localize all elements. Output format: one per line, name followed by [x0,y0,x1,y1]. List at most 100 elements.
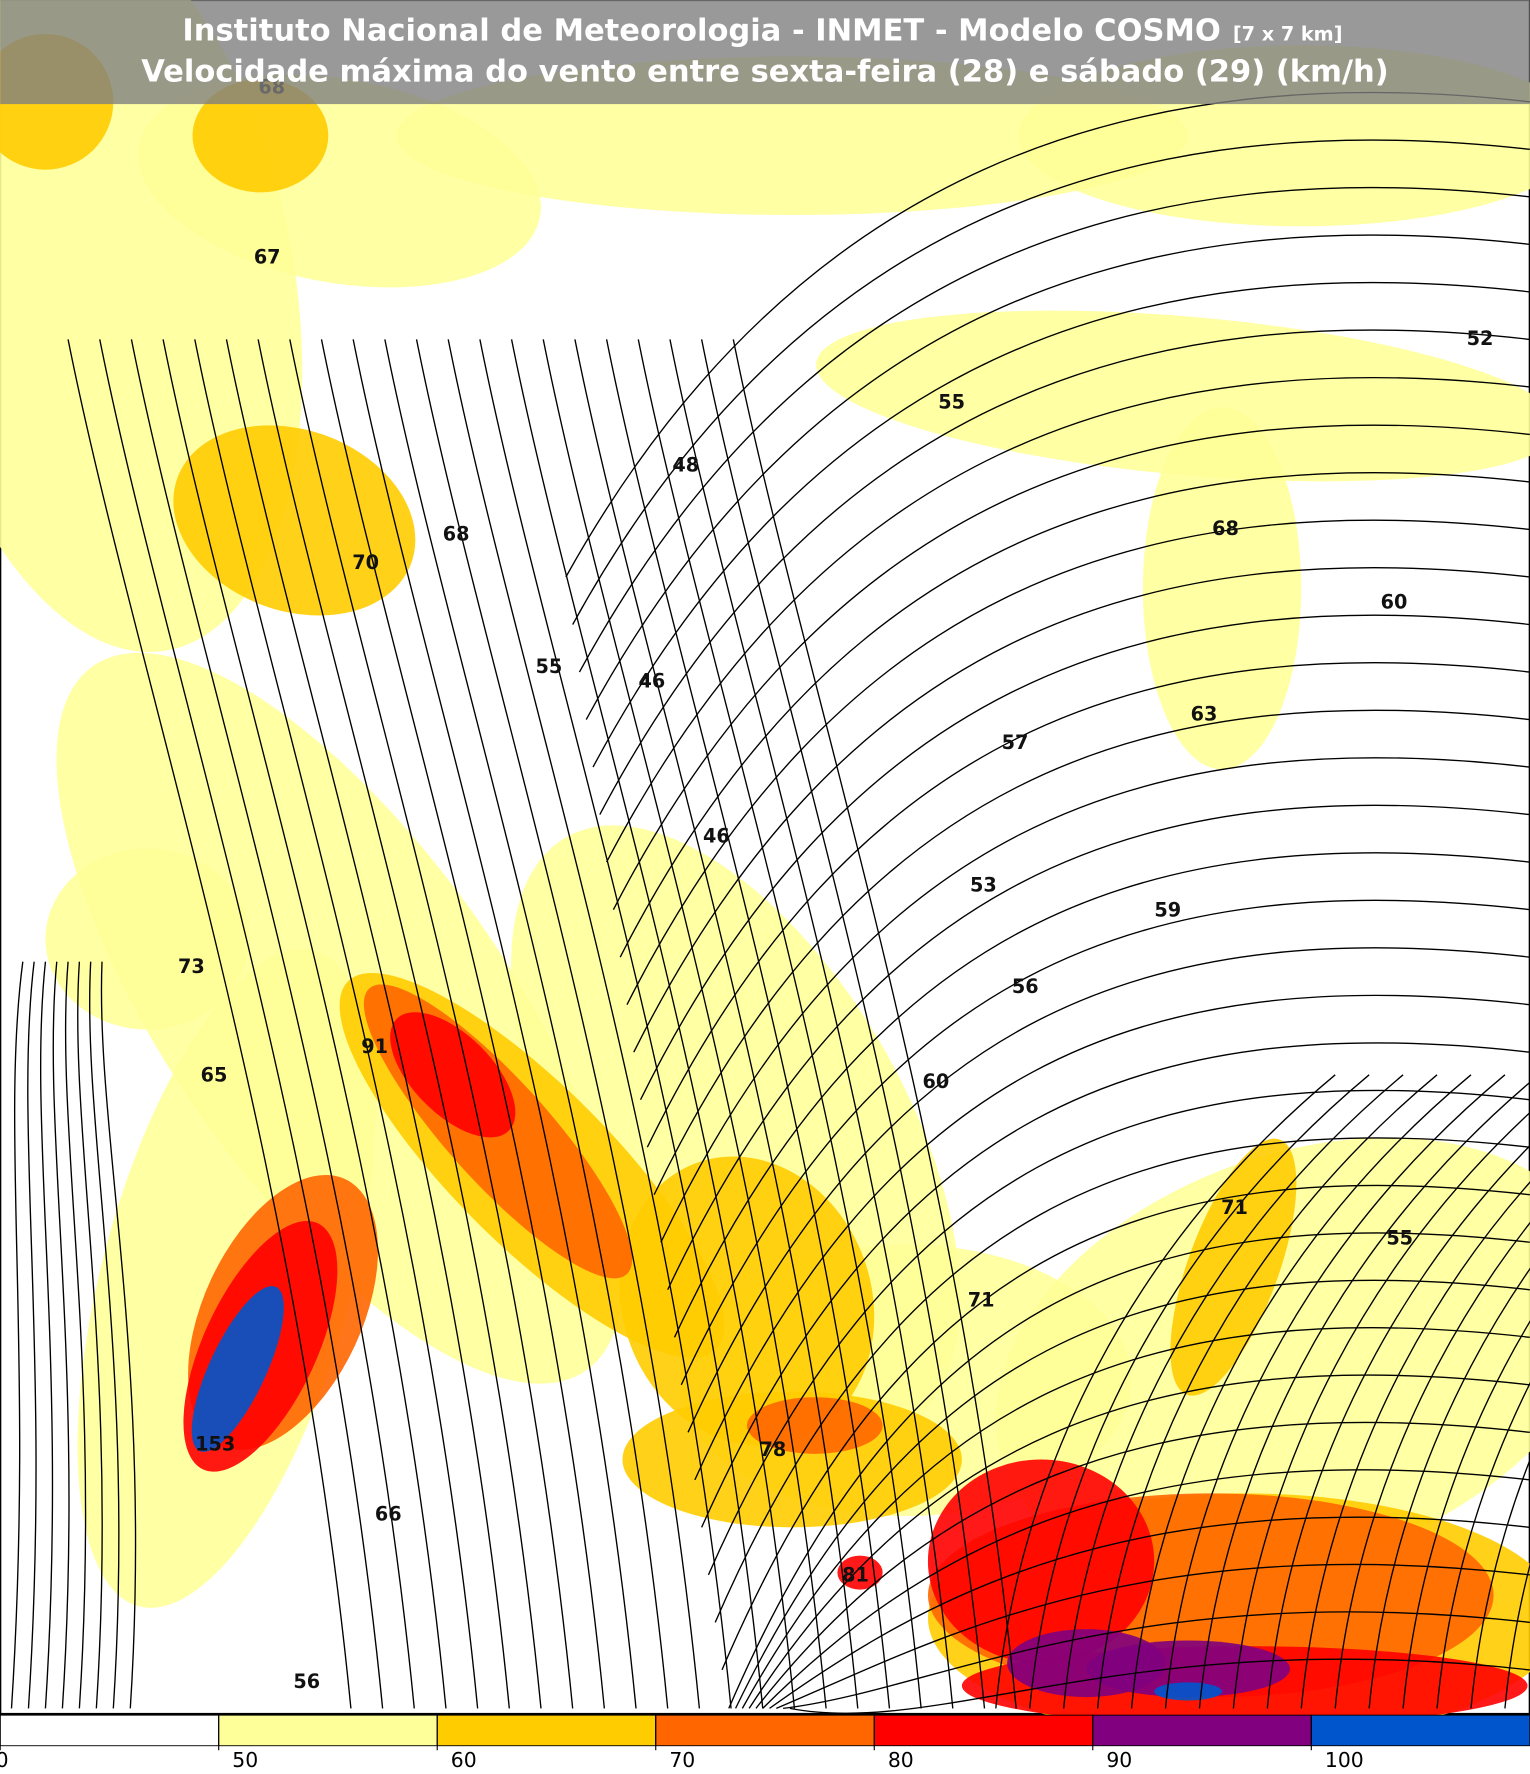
streamline [755,1421,1530,1709]
wind-area [191,1286,284,1452]
value-label: 67 [254,245,281,268]
colorbar-segment [655,1714,875,1747]
streamline [619,471,1530,958]
colorbar-tick-label: 80 [888,1748,914,1772]
colorbar-tick-label: 90 [1106,1748,1132,1772]
value-label: 60 [922,1070,949,1093]
streamline [687,947,1530,1433]
streamline [721,1184,1530,1671]
streamline [574,339,859,1709]
streamline [257,339,542,1709]
streamline [694,994,1530,1481]
value-label: 91 [361,1035,388,1058]
wind-area [619,1156,875,1446]
streamline [660,757,1530,1243]
streamline [995,1074,1336,1709]
streamline [1096,1074,1438,1709]
streamline [606,376,1530,863]
streamline [510,339,796,1709]
colorbar-tick-label: 60 [451,1748,477,1772]
wind-area [390,1012,516,1138]
streamline [701,1042,1530,1528]
streamline [447,339,732,1709]
wind-area [816,310,1530,482]
streamline [320,339,606,1709]
value-label: 153 [195,1432,235,1455]
wind-area [45,848,250,1030]
colorbar-tick-label: 0 [0,1748,9,1772]
value-label: 59 [1154,898,1181,921]
streamline [707,1089,1530,1576]
value-label: 48 [672,454,699,477]
streamline [612,424,1530,910]
streamline [762,1469,1530,1709]
value-label: 55 [536,655,563,678]
value-label: 81 [842,1564,869,1587]
streamline [673,852,1530,1338]
streamline [789,1658,1530,1714]
value-label: 73 [178,955,205,978]
streamline [741,1327,1530,1709]
value-label: 68 [443,523,470,546]
colorbar-tick-label: 70 [669,1748,695,1772]
streamline [769,1516,1530,1709]
streamline [1470,1458,1530,1709]
streamline [776,1563,1530,1710]
streamline [1198,1081,1530,1709]
resolution: [7 x 7 km] [1233,23,1343,46]
streamline [10,961,24,1709]
streamline [1063,1074,1404,1709]
streamline [479,339,764,1709]
streamline [1130,1074,1472,1709]
wind-area [1154,1682,1223,1701]
value-label: 46 [638,670,665,693]
streamline [783,1611,1530,1710]
streamline [599,329,1530,815]
streamline [633,567,1530,1053]
streamline [605,339,891,1709]
value-label: 46 [703,825,730,848]
streamline [653,709,1530,1196]
value-label: 60 [1381,591,1408,614]
streamline [415,339,701,1709]
streamline [1402,1320,1530,1709]
streamline [88,961,120,1709]
streamline [64,961,87,1709]
streamline [1300,1181,1530,1709]
value-label: 68 [1212,517,1239,540]
value-label: 65 [201,1063,228,1086]
colorbar-tick-label: 50 [232,1748,258,1772]
title: Instituto Nacional de Meteorologia - INM… [182,14,1220,49]
streamline [52,961,70,1709]
wind-area [1142,407,1302,770]
streamline [67,339,352,1709]
colorbar-segment [0,1714,220,1747]
streamline [27,961,37,1709]
streamline [352,339,637,1709]
streamline [77,961,103,1709]
streamline [1232,1111,1530,1709]
streamline [99,339,384,1709]
streamline [100,961,137,1709]
streamline [700,339,986,1709]
value-label: 53 [970,873,997,896]
streamline [637,339,922,1709]
streamline [680,899,1530,1386]
value-label: 56 [293,1670,320,1693]
value-label: 55 [938,390,965,413]
value-label: 78 [760,1438,787,1461]
colorbar: 0 50 60 70 80 90 100 [0,1714,1530,1772]
value-label: 55 [1386,1226,1413,1249]
streamline [542,339,827,1709]
streamline [667,804,1530,1291]
streamline [194,339,479,1709]
value-label: 66 [375,1502,402,1525]
colorbar-segment [1310,1714,1530,1747]
wind-area [1086,1640,1290,1698]
colorbar-tick-label: 100 [1325,1748,1364,1772]
subtitle: Velocidade máxima do vento entre sexta-f… [141,54,1389,89]
value-label: 52 [1467,327,1494,350]
wind-area [1170,1138,1297,1396]
colorbar-segment [218,1714,438,1747]
streamline [639,614,1530,1101]
